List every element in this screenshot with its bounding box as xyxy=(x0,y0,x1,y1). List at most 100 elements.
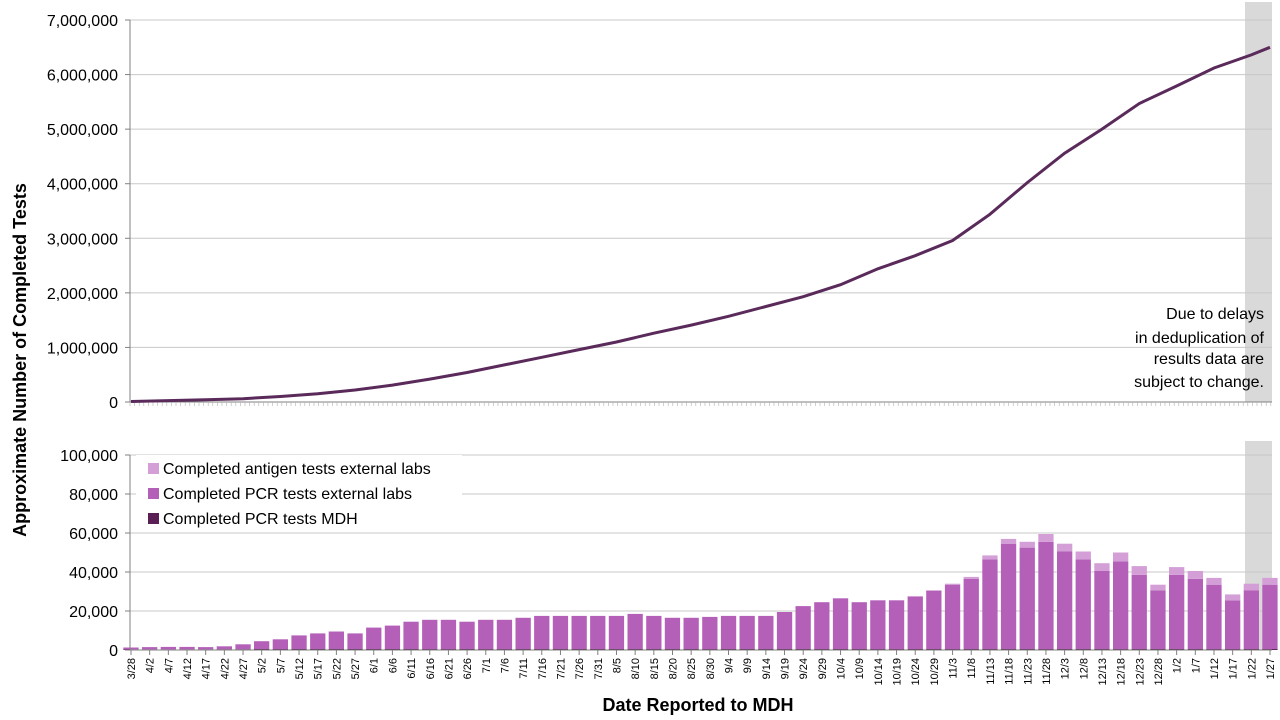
bar-segment xyxy=(459,621,475,649)
bottom-x-tick-label: 6/6 xyxy=(387,658,399,673)
annotation-line-4: subject to change. xyxy=(1134,374,1264,391)
bar-segment xyxy=(926,590,942,649)
bottom-x-tick-label: 11/23 xyxy=(1022,658,1034,685)
bar-segment xyxy=(1243,583,1259,591)
bottom-y-axis-ticks: 0 20,000 40,000 60,000 80,000 100,000 xyxy=(60,448,130,660)
legend-label-pcr-mdh: Completed PCR tests MDH xyxy=(163,511,358,528)
bar-segment xyxy=(123,647,139,650)
bar-segment xyxy=(758,615,774,649)
bottom-x-tick-label: 7/21 xyxy=(556,658,568,679)
bottom-x-tick-label: 11/18 xyxy=(1004,658,1016,685)
bar-segment xyxy=(1150,590,1166,649)
bar-segment xyxy=(552,615,569,649)
bar-segment xyxy=(1262,584,1278,650)
bar-segment xyxy=(384,625,401,649)
bottom-x-tick-label: 7/26 xyxy=(574,658,586,679)
bottom-y-tick-label: 0 xyxy=(109,643,118,660)
legend-swatch-pcr-external xyxy=(148,488,159,499)
x-axis-title: Date Reported to MDH xyxy=(602,695,793,715)
bottom-x-tick-label: 1/17 xyxy=(1228,658,1240,679)
bottom-x-tick-label: 9/14 xyxy=(761,658,773,679)
bottom-x-tick-label: 4/12 xyxy=(182,658,194,679)
legend: Completed antigen tests external labs Co… xyxy=(136,455,462,531)
bottom-x-tick-label: 6/26 xyxy=(462,658,474,679)
bottom-x-tick-label: 12/23 xyxy=(1134,658,1146,686)
bar-segment xyxy=(1131,566,1147,575)
bar-segment xyxy=(142,647,158,650)
top-y-axis-ticks: 0 1,000,000 2,000,000 3,000,000 4,000,000 5,0… xyxy=(47,13,130,412)
bottom-x-tick-label: 9/4 xyxy=(724,658,736,673)
top-y-tick-label: 5,000,000 xyxy=(47,122,118,139)
bar-segment xyxy=(683,617,699,649)
bar-segment xyxy=(1206,584,1222,650)
bottom-x-tick-label: 10/14 xyxy=(873,658,885,686)
bar-segment xyxy=(571,615,587,649)
bar-segment xyxy=(1150,584,1166,591)
bar-segment xyxy=(216,646,232,650)
cumulative-tests-line xyxy=(130,45,1271,403)
bar-segment xyxy=(347,633,363,649)
bottom-x-tick-label: 12/13 xyxy=(1097,658,1109,686)
bar-segment xyxy=(422,619,438,650)
legend-label-antigen: Completed antigen tests external labs xyxy=(163,461,431,478)
bar-segment xyxy=(366,627,382,649)
bar-segment xyxy=(1243,590,1259,649)
bar-segment xyxy=(739,615,755,649)
bar-segment xyxy=(403,621,419,649)
bar-segment xyxy=(944,583,961,585)
bottom-x-tick-label: 12/18 xyxy=(1116,658,1128,686)
bar-segment xyxy=(1075,559,1091,649)
bottom-x-tick-label: 6/21 xyxy=(443,658,455,679)
bottom-x-tick-label: 10/29 xyxy=(929,658,941,686)
bar-segment xyxy=(907,596,923,649)
bottom-x-tick-label: 5/22 xyxy=(331,658,343,679)
bar-segment xyxy=(179,646,195,650)
bar-segment xyxy=(534,615,550,649)
bar-segment xyxy=(198,647,214,650)
bottom-x-tick-label: 12/28 xyxy=(1153,658,1165,686)
bar-segment xyxy=(982,555,998,560)
top-y-tick-label: 0 xyxy=(109,395,118,412)
top-y-tick-label: 4,000,000 xyxy=(47,177,118,194)
bottom-x-tick-label: 9/29 xyxy=(817,658,829,679)
bar-segment xyxy=(627,613,643,649)
bar-segment xyxy=(1094,563,1110,571)
bar-segment xyxy=(440,619,457,650)
legend-item-pcr-external: Completed PCR tests external labs xyxy=(148,486,412,503)
bottom-x-tick-label: 3/28 xyxy=(126,658,138,679)
bar-segment xyxy=(235,644,251,650)
bottom-x-tick-label: 7/6 xyxy=(499,658,511,673)
bottom-x-tick-label: 11/8 xyxy=(966,658,978,679)
bottom-y-tick-label: 100,000 xyxy=(60,448,118,465)
legend-swatch-pcr-mdh xyxy=(148,513,159,524)
bottom-x-tick-label: 4/22 xyxy=(219,658,231,679)
bar-segment xyxy=(982,559,998,649)
top-x-axis-minor-ticks xyxy=(129,402,1272,406)
bottom-x-tick-label: 10/9 xyxy=(854,658,866,679)
bottom-x-tick-label: 5/2 xyxy=(257,658,269,673)
bar-segment xyxy=(1131,574,1147,649)
bar-segment xyxy=(720,615,737,649)
bar-segment xyxy=(608,615,625,649)
bar-segment xyxy=(328,631,344,649)
bottom-x-tick-label: 6/11 xyxy=(406,658,418,679)
bar-segment xyxy=(1094,571,1110,649)
bottom-x-tick-label: 11/28 xyxy=(1041,658,1053,685)
bar-segment xyxy=(851,602,867,649)
bar-segment xyxy=(1038,534,1054,542)
top-y-tick-label: 3,000,000 xyxy=(47,231,118,248)
bottom-y-tick-label: 40,000 xyxy=(69,565,118,582)
bar-segment xyxy=(1075,551,1091,560)
bottom-x-axis-ticks: 3/28 4/2 4/7 4/12 4/17 4/22 4/27 5/2 5/7 5/12 5/17… xyxy=(126,650,1277,686)
bar-segment xyxy=(254,641,270,649)
bottom-x-tick-label: 4/7 xyxy=(163,658,175,673)
bar-segment xyxy=(776,612,793,649)
bar-segment xyxy=(478,619,494,650)
bar-segment xyxy=(1187,578,1203,649)
annotation-line-3: results data are xyxy=(1154,351,1264,368)
bar-segment xyxy=(160,646,176,650)
bottom-x-tick-label: 9/24 xyxy=(798,658,810,679)
bottom-x-tick-label: 4/17 xyxy=(201,658,213,679)
bar-segment xyxy=(1057,551,1073,649)
